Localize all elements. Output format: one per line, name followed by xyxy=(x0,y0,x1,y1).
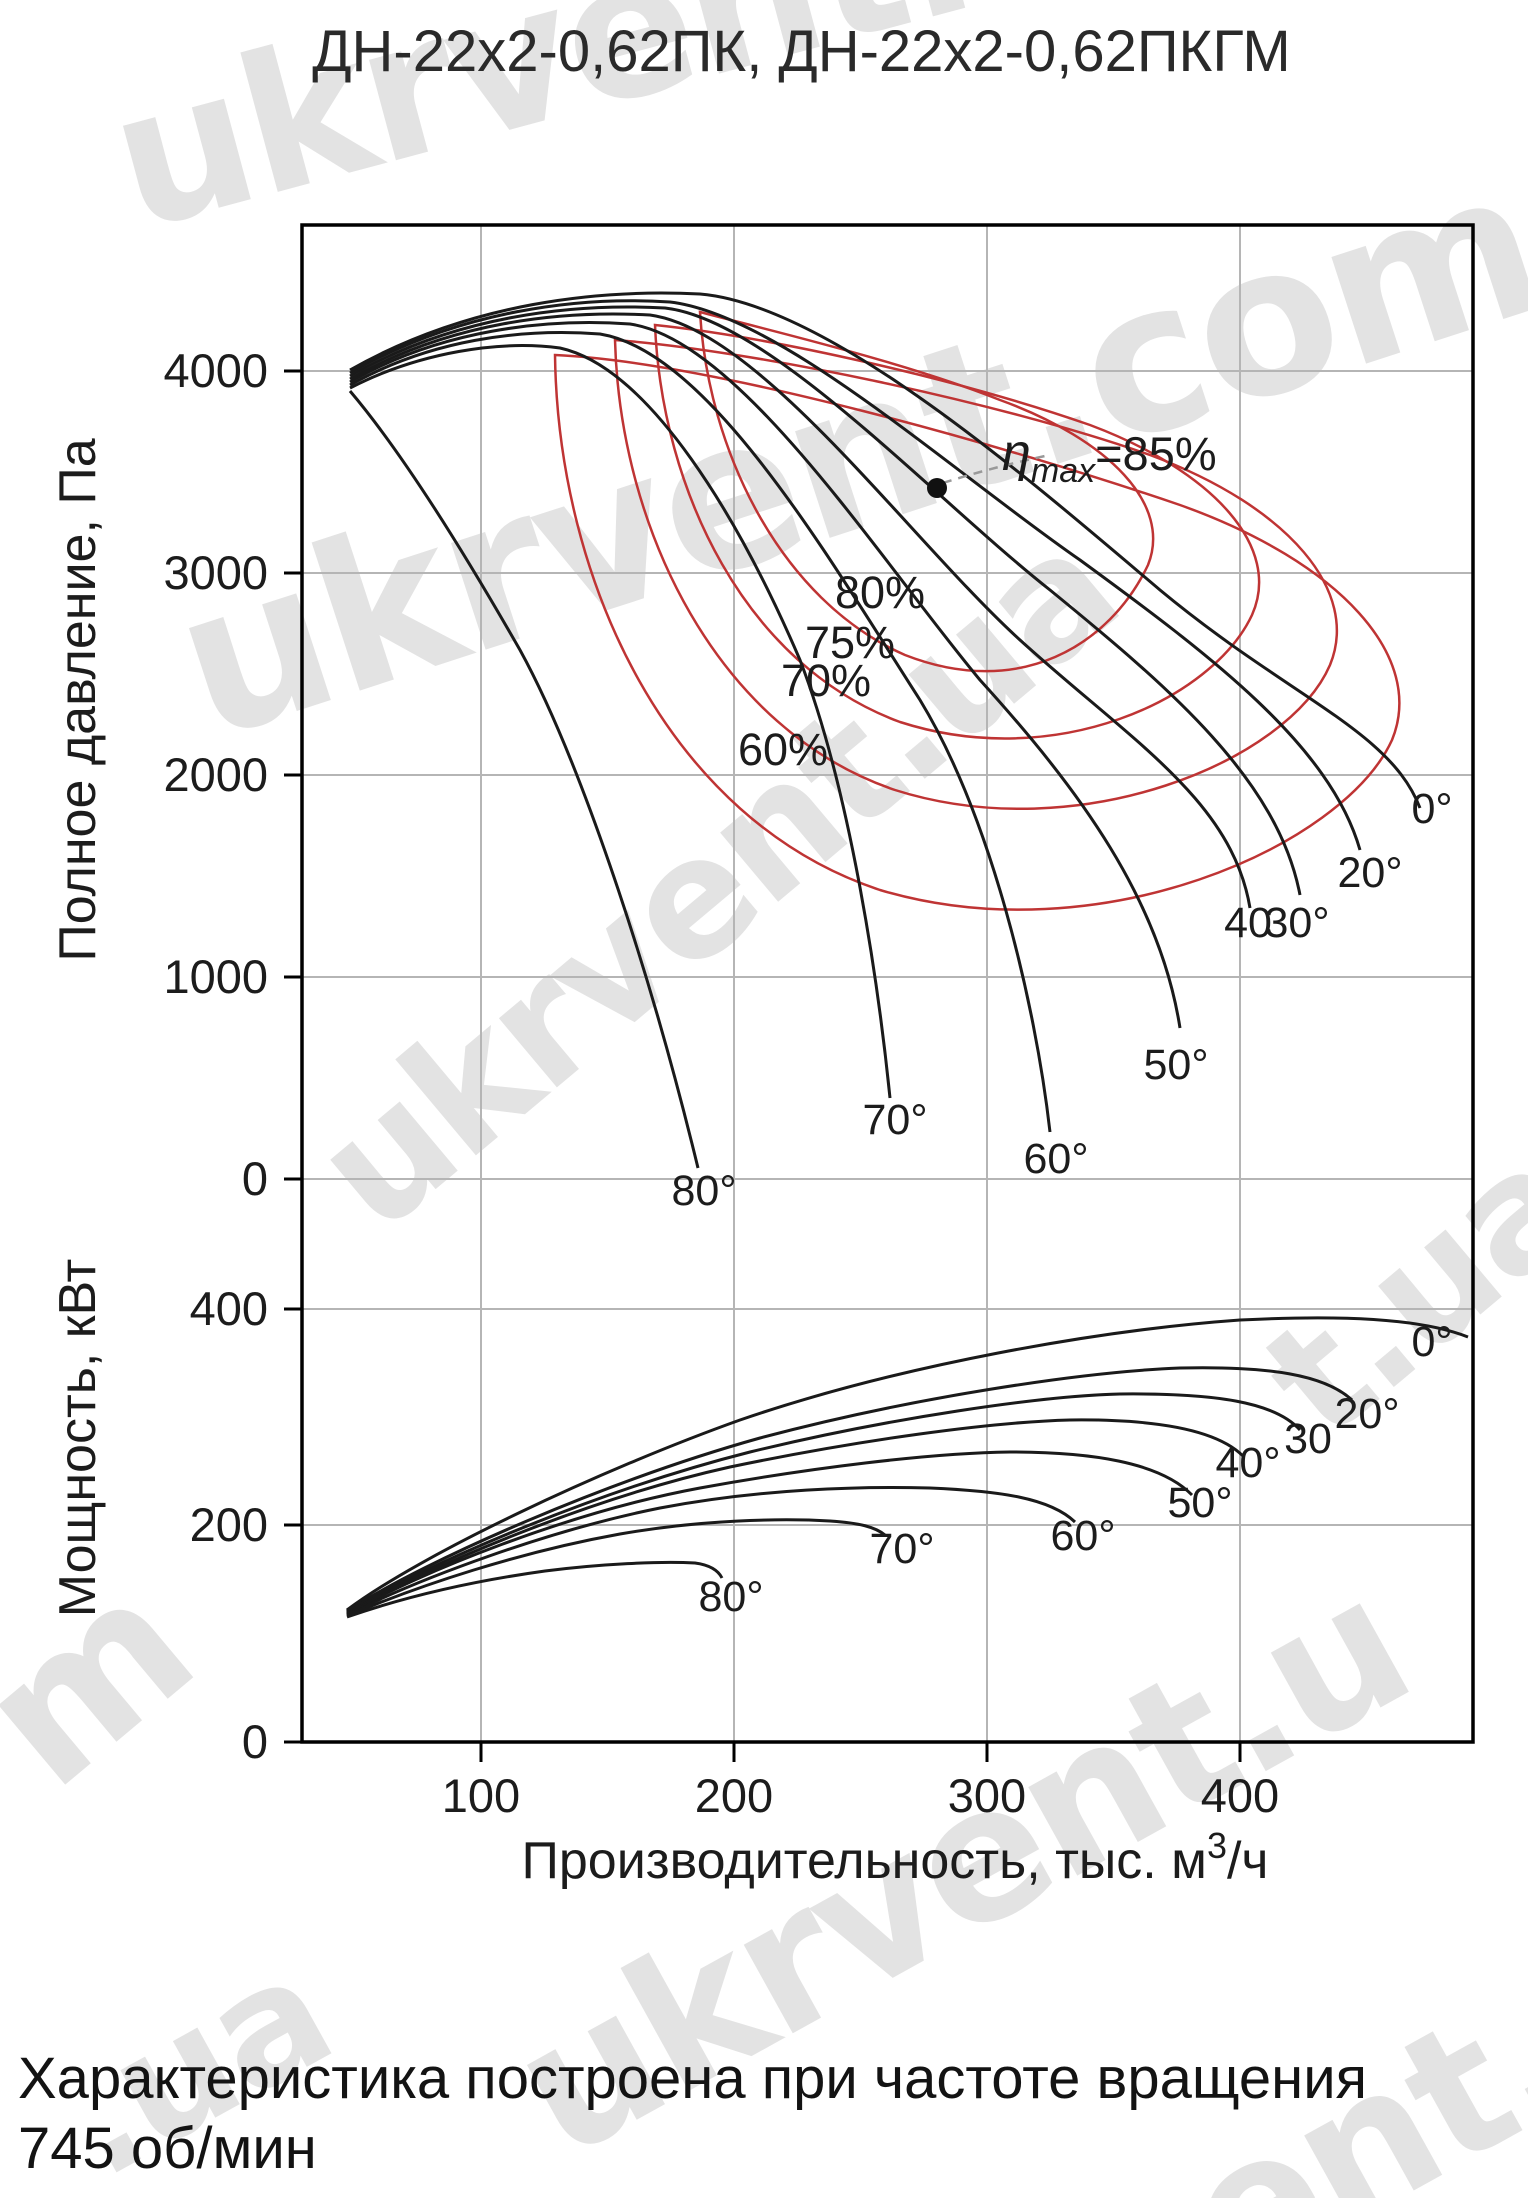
power-curve-80deg xyxy=(346,1560,724,1619)
eta-max-point xyxy=(927,478,947,498)
efficiency-label-75: 75% xyxy=(805,617,895,668)
angle-label: 80° xyxy=(671,1167,736,1215)
pressure-curve-60deg xyxy=(349,331,1052,1133)
power-curve-40deg xyxy=(346,1418,1245,1615)
angle-label: 30 xyxy=(1284,1415,1332,1463)
caption-line-1: Характеристика построена при частоте вра… xyxy=(18,2046,1368,2111)
pressure-curve-40deg xyxy=(349,312,1252,909)
gridlines xyxy=(302,225,1473,1742)
angle-label: 40 xyxy=(1224,899,1272,947)
angle-label: 60° xyxy=(1023,1135,1088,1183)
eta-max-leader-line xyxy=(942,454,1046,485)
power-tick: 0 xyxy=(242,1715,268,1768)
contour-80pct xyxy=(698,310,1155,673)
power-tick: 400 xyxy=(190,1282,268,1335)
angle-label: 60° xyxy=(1050,1512,1115,1560)
power-axis-title: Мощность, кВт xyxy=(49,1259,107,1618)
power-tick: 200 xyxy=(190,1498,268,1551)
pressure-curve-0deg xyxy=(349,291,1422,809)
angle-label: 0° xyxy=(1411,785,1452,833)
pressure-axis-title: Полное давление, Па xyxy=(49,438,107,961)
pressure-tick: 0 xyxy=(242,1152,268,1205)
pressure-angle-labels: 80° 70° 60° 50° 40 30° 20° 0° xyxy=(671,785,1452,1215)
power-curve-50deg xyxy=(346,1450,1194,1616)
angle-label: 80° xyxy=(698,1573,763,1621)
eta-max-label: ηmax=85% xyxy=(1002,424,1217,490)
pressure-tick: 3000 xyxy=(163,546,268,599)
x-tick: 200 xyxy=(695,1769,773,1822)
pressure-tick: 2000 xyxy=(163,748,268,801)
caption-line-2: 745 об/мин xyxy=(18,2116,317,2181)
pressure-tick: 1000 xyxy=(163,950,268,1003)
efficiency-label-80: 80% xyxy=(835,567,925,618)
contour-60pct xyxy=(553,353,1401,911)
x-tick-labels: 100 200 300 400 xyxy=(442,1769,1279,1822)
contour-75pct xyxy=(653,323,1261,740)
caption: Характеристика построена при частоте вра… xyxy=(18,2044,1367,2184)
power-curve-70deg xyxy=(346,1518,886,1618)
power-curve-60deg xyxy=(346,1485,1077,1617)
angle-label: 70° xyxy=(862,1096,927,1144)
pressure-tick: 4000 xyxy=(163,344,268,397)
angle-label: 20° xyxy=(1337,849,1402,897)
angle-label: 0° xyxy=(1411,1318,1452,1366)
plot-frame xyxy=(284,223,1475,1762)
power-curve-0deg xyxy=(346,1316,1469,1612)
pressure-curve-70deg xyxy=(349,344,892,1099)
x-tick: 400 xyxy=(1201,1769,1279,1822)
angle-label: 50° xyxy=(1143,1041,1208,1089)
efficiency-contours xyxy=(553,310,1401,911)
pressure-tick-labels: 4000 3000 2000 1000 0 xyxy=(163,344,268,1205)
angle-label: 40° xyxy=(1215,1439,1280,1487)
contour-70pct xyxy=(613,338,1339,811)
power-curve-20deg xyxy=(346,1366,1354,1613)
pressure-curve-30deg xyxy=(349,305,1302,896)
pressure-curves xyxy=(348,291,1422,1169)
angle-label: 50° xyxy=(1167,1479,1232,1527)
pressure-curve-80deg xyxy=(348,390,700,1169)
pressure-curve-50deg xyxy=(349,321,1182,1029)
x-axis-title: Производительность, тыс. м3/ч xyxy=(521,1825,1268,1890)
angle-label: 70° xyxy=(869,1525,934,1573)
power-curve-30deg xyxy=(346,1392,1302,1614)
efficiency-labels: 80% 75% 70% 60% xyxy=(738,567,925,775)
angle-label: 30° xyxy=(1264,899,1329,947)
power-tick-labels: 400 200 0 xyxy=(190,1282,268,1768)
pressure-curve-20deg xyxy=(349,299,1362,851)
efficiency-label-60: 60% xyxy=(738,724,828,775)
power-curves xyxy=(346,1316,1469,1619)
angle-label: 20° xyxy=(1334,1390,1399,1438)
x-tick: 300 xyxy=(948,1769,1026,1822)
efficiency-label-70: 70% xyxy=(781,655,871,706)
page-title: ДН-22х2-0,62ПК, ДН-22х2-0,62ПКГМ xyxy=(312,19,1291,84)
power-angle-labels: 80° 70° 60° 50° 40° 30 20° 0° xyxy=(698,1318,1452,1621)
x-tick: 100 xyxy=(442,1769,520,1822)
